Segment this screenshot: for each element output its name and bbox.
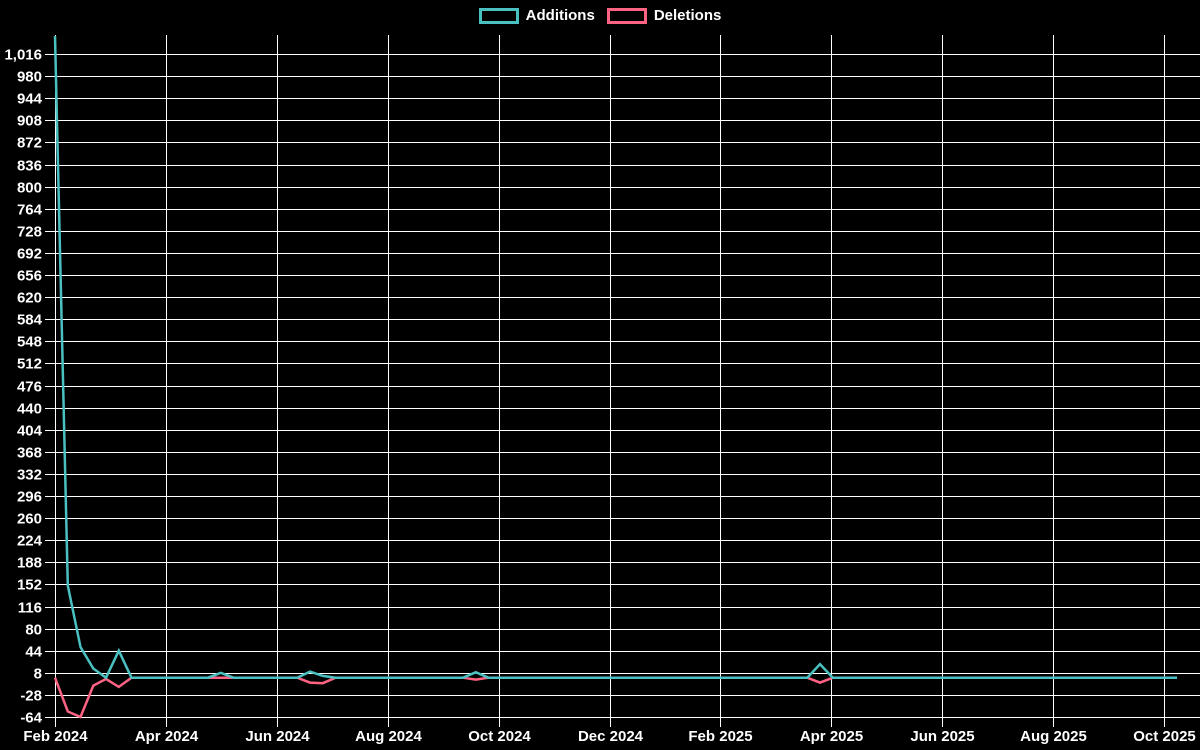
y-tick-label: 44 bbox=[25, 644, 42, 661]
x-tick-label: Feb 2025 bbox=[688, 728, 752, 745]
y-tick-label: 656 bbox=[17, 268, 42, 285]
x-tick-label: Jun 2024 bbox=[245, 728, 310, 745]
y-tick-label: 152 bbox=[17, 577, 42, 594]
y-tick-label: 980 bbox=[17, 69, 42, 86]
x-tick-label: Aug 2024 bbox=[355, 728, 422, 745]
y-tick-label: -28 bbox=[20, 688, 42, 705]
deletions-legend-label: Deletions bbox=[653, 7, 722, 24]
y-tick-label: 764 bbox=[17, 202, 43, 219]
y-tick-label: 836 bbox=[17, 158, 42, 175]
y-tick-label: 1,016 bbox=[4, 47, 42, 64]
x-tick-label: Dec 2024 bbox=[578, 728, 644, 745]
x-tick-label: Oct 2024 bbox=[468, 728, 531, 745]
additions-swatch-icon bbox=[478, 8, 519, 24]
y-tick-label: 116 bbox=[18, 600, 42, 617]
additions-line bbox=[53, 36, 1177, 680]
y-tick-label: 8 bbox=[34, 666, 42, 683]
y-tick-label: 260 bbox=[17, 511, 42, 528]
y-tick-label: 728 bbox=[17, 224, 42, 241]
y-tick-label: 692 bbox=[17, 246, 42, 263]
x-tick-label: Feb 2024 bbox=[23, 728, 88, 745]
x-tick-label: Apr 2024 bbox=[135, 728, 199, 745]
y-tick-label: 512 bbox=[17, 356, 42, 373]
y-tick-label: 872 bbox=[17, 135, 42, 152]
y-tick-label: 476 bbox=[17, 379, 42, 396]
y-tick-label: 908 bbox=[17, 113, 42, 130]
y-tick-label: 224 bbox=[17, 533, 43, 550]
y-tick-label: 368 bbox=[17, 445, 42, 462]
y-tick-label: 800 bbox=[17, 180, 42, 197]
x-tick-label: Aug 2025 bbox=[1020, 728, 1087, 745]
x-tick-label: Oct 2025 bbox=[1133, 728, 1196, 745]
y-tick-label: 296 bbox=[17, 489, 42, 506]
y-tick-label: 548 bbox=[17, 334, 42, 351]
y-tick-label: 404 bbox=[17, 423, 43, 440]
y-tick-label: 332 bbox=[17, 467, 42, 484]
y-tick-label: 440 bbox=[17, 401, 42, 418]
y-tick-label: 620 bbox=[17, 290, 42, 307]
deletions-line bbox=[53, 676, 1177, 719]
y-tick-label: 188 bbox=[17, 555, 42, 572]
additions-legend-label: Additions bbox=[525, 7, 595, 24]
legend-item-deletions[interactable]: Deletions bbox=[606, 7, 722, 24]
x-tick-label: Jun 2025 bbox=[910, 728, 974, 745]
deletions-swatch-icon bbox=[606, 8, 647, 24]
legend-item-additions[interactable]: Additions bbox=[478, 7, 595, 24]
y-tick-label: 584 bbox=[17, 312, 43, 329]
chart-legend: Additions Deletions bbox=[0, 8, 1200, 24]
y-tick-label: -64 bbox=[20, 710, 42, 727]
x-tick-label: Apr 2025 bbox=[800, 728, 863, 745]
y-tick-label: 944 bbox=[17, 91, 43, 108]
y-tick-label: 80 bbox=[25, 622, 42, 639]
